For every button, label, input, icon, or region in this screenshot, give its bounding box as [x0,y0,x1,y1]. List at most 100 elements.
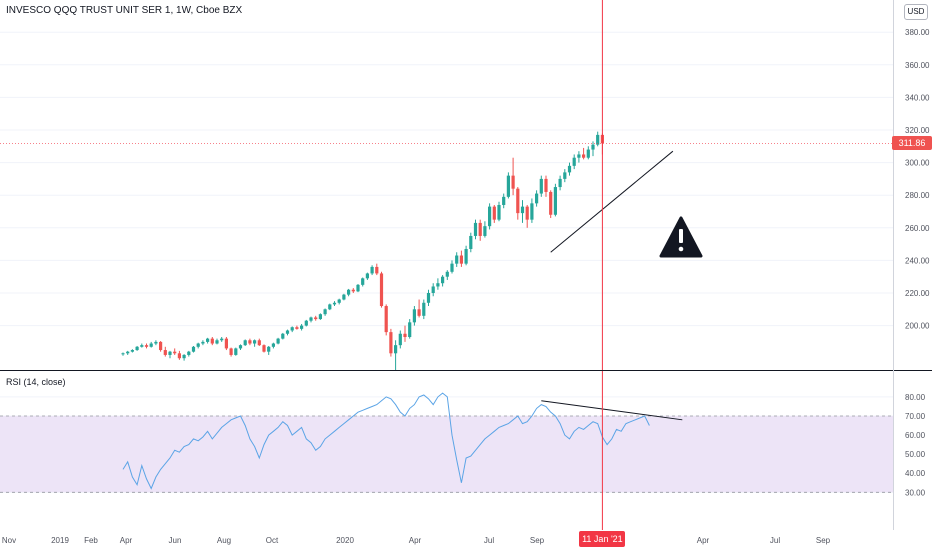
candle-body [220,338,224,341]
candle-body [511,175,515,189]
rsi-axis[interactable]: 30.00 40.00 50.00 60.00 70.00 80.00 [905,393,926,497]
candle-body [121,353,125,355]
price-tick-label: 220.00 [905,289,930,298]
rsi-tick-label: 40.00 [905,469,926,478]
candle-body [483,226,487,236]
candle-body [248,340,252,344]
candle-body [187,351,191,355]
warning-exclamation-dot [678,246,684,252]
candle-body [563,172,567,179]
rsi-title: RSI (14, close) [6,377,66,387]
time-tick-label: Jun [169,536,182,545]
price-tick-label: 380.00 [905,28,930,37]
rsi-tick-label: 70.00 [905,412,926,421]
candle-body [535,193,539,204]
main-grid [0,31,893,327]
candle-body [281,333,285,339]
trendline-main[interactable] [550,150,674,253]
candle-body [224,338,228,349]
candle-body [412,309,416,323]
time-tick-label: Sep [530,536,545,545]
candle-body [201,341,205,344]
candle-body [144,345,149,347]
candle-body [196,343,200,347]
candle-body [544,178,548,192]
time-tick-label: Feb [84,536,98,545]
candle-body [577,154,581,158]
candle-body [558,178,562,188]
candle-body [328,304,332,310]
rsi-series-line [122,392,650,490]
price-axis[interactable]: 200.00 220.00 240.00 260.00 280.00 300.00 320.… [905,28,930,330]
candle-body [441,276,445,284]
candle-body [314,317,318,320]
candle-body [572,157,576,166]
candle-body [567,165,572,173]
candle-body [262,345,266,352]
price-tick-label: 320.00 [905,126,930,135]
candle-body [318,314,322,320]
time-tick-label: Apr [697,536,710,545]
warning-exclamation-bar [679,229,683,243]
candle-body [332,302,337,305]
candle-body [295,327,299,329]
rsi-tick-label: 80.00 [905,393,926,402]
candle-body [177,353,181,359]
last-price-badge: 311.86 [892,136,932,151]
candle-body [459,255,463,264]
candle-body [300,325,304,329]
candle-body [267,346,271,352]
price-tick-label: 280.00 [905,191,930,200]
price-tick-label: 200.00 [905,322,930,331]
candle-body [206,338,210,342]
candle-body [384,306,388,333]
candle-body [163,350,167,355]
candle-body [215,340,219,344]
candle-body [210,338,214,344]
candle-body [586,149,590,158]
crosshair-date-badge: 11 Jan '21 [579,531,626,547]
candle-body [426,293,431,303]
price-tick-label: 260.00 [905,224,930,233]
warning-icon [659,216,703,258]
candle-body [539,178,543,194]
candle-body [182,354,186,359]
candle-body [168,351,172,355]
time-tick-label: Sep [816,536,831,545]
candle-body [243,340,247,346]
candle-body [497,204,501,220]
price-tick-label: 300.00 [905,159,930,168]
price-tick-label: 340.00 [905,93,930,102]
candle-body [154,341,158,344]
candle-body [403,333,407,338]
candle-body [422,302,426,316]
candle-body [130,350,134,352]
trendline-rsi[interactable] [541,400,683,421]
rsi-tick-label: 30.00 [905,488,926,497]
candle-body [276,338,280,344]
time-tick-label: Oct [266,536,279,545]
rsi-tick-label: 50.00 [905,450,926,459]
candle-body [478,222,482,236]
candle-body [417,309,421,316]
time-axis[interactable]: Nov 2019 Feb Apr Jun Aug Oct 2020 Apr Jul Sep Apr Ju… [2,536,831,545]
candle-body [126,351,130,354]
candle-body [365,273,369,279]
time-tick-label: Nov [2,536,16,545]
candle-body [398,333,402,346]
candle-body [473,222,478,236]
candle-body [253,340,257,344]
candle-body [516,188,520,214]
price-tick-label: 360.00 [905,61,930,70]
candles-layer [121,131,604,370]
currency-button[interactable]: USD [904,4,928,20]
candle-body [370,266,374,274]
time-tick-label: Aug [217,536,231,545]
candle-body [271,343,275,347]
candle-body [502,196,506,205]
candle-body [149,343,153,347]
candle-body [191,346,196,352]
rsi-band [0,416,893,493]
